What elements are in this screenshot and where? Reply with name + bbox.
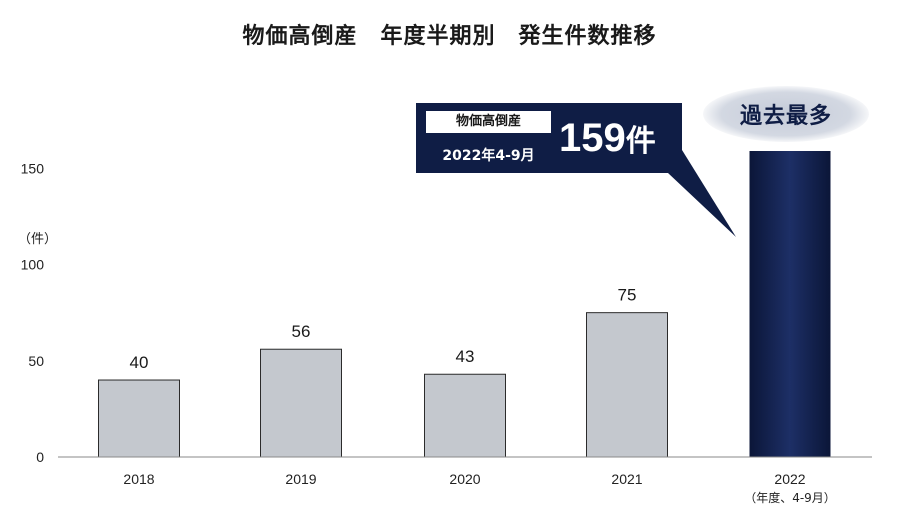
record-badge-text: 過去最多 [739,104,832,129]
callout-box: 物価高倒産 2022年4-9月 159件 [416,103,682,173]
bar-2019 [260,348,342,458]
bar-2018 [98,379,180,458]
x-tick-sublabel-2022: （年度、4-9月） [744,490,836,505]
data-label-2020: 43 [456,347,475,366]
y-axis-unit-label: （件） [18,232,58,247]
record-badge: 過去最多 [703,86,869,142]
x-tick-label-2022: 2022 [774,471,805,487]
data-label-2021: 75 [618,286,637,305]
y-tick-label: 50 [28,353,44,369]
callout-value: 159件 [559,115,656,165]
bar-2021 [586,312,668,458]
data-label-2019: 56 [292,322,311,341]
bar-2020 [424,373,506,458]
y-tick-label: 0 [36,449,44,465]
x-tick-label-2019: 2019 [285,471,316,487]
x-tick-label-2021: 2021 [611,471,642,487]
callout-number: 159 [559,116,626,160]
bar-2022 [749,151,831,457]
callout-period: 2022年4-9月 [442,148,535,164]
callout-suffix: 件 [625,124,656,159]
data-label-2018: 40 [130,353,149,372]
chart-title: 物価高倒産 年度半期別 発生件数推移 [242,24,657,49]
x-tick-label-2018: 2018 [123,471,154,487]
y-tick-label: 100 [21,257,45,273]
x-tick-label-2020: 2020 [449,471,480,487]
callout-tag: 物価高倒産 [426,111,551,133]
y-tick-label: 150 [21,160,45,176]
